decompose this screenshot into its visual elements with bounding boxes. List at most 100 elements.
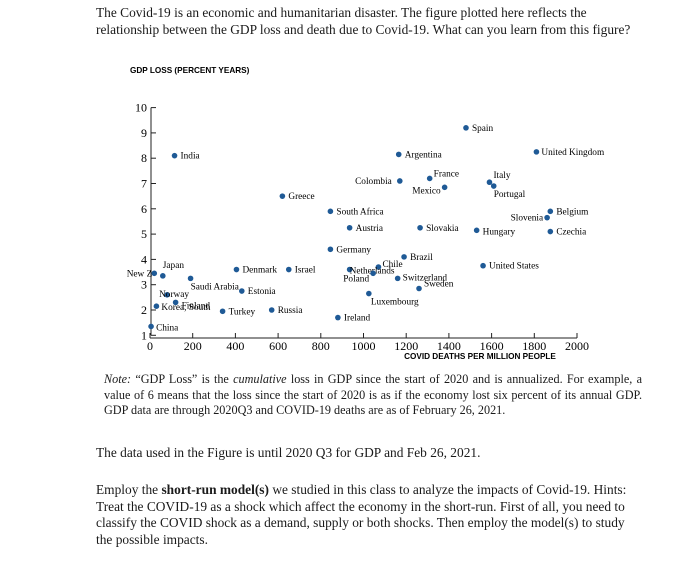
y-tick-label: 2 — [141, 303, 147, 317]
point-italy — [486, 179, 493, 186]
point-label-mexico: Mexico — [412, 186, 441, 196]
point-label-chile: Chile — [382, 260, 402, 270]
point-label-colombia: Colombia — [355, 177, 392, 187]
point-label-slovenia: Slovenia — [511, 214, 544, 224]
point-label-united-kingdom: United Kingdom — [541, 148, 605, 158]
point-label-russia: Russia — [278, 306, 303, 316]
point-label-sweden: Sweden — [424, 279, 454, 289]
x-tick-label: 200 — [184, 339, 202, 353]
point-chile — [375, 264, 382, 270]
point-poland — [370, 270, 376, 277]
point-new-zealand — [151, 270, 158, 277]
point-label-slovakia: Slovakia — [426, 224, 459, 234]
scatter-chart: GDP LOSS (PERCENT YEARS) 1 2 3 4 5 6 7 8 9 10 0 200… — [127, 66, 605, 361]
point-mexico — [441, 184, 448, 191]
point-label-saudi-arabia: Saudi Arabia — [191, 282, 239, 292]
y-tick-label: 1 — [141, 328, 147, 342]
point-label-brazil: Brazil — [410, 253, 433, 263]
point-label-south-africa: South Africa — [336, 206, 383, 217]
point-slovakia — [417, 224, 423, 231]
x-tick-label: 1000 — [352, 339, 376, 353]
point-label-norway: Norway — [159, 290, 189, 300]
y-tick-label: 8 — [141, 151, 147, 165]
x-tick-label: 1800 — [522, 339, 546, 353]
x-tick-label: 400 — [226, 339, 244, 353]
y-tick-label: 10 — [135, 101, 147, 115]
point-netherlands — [346, 266, 353, 273]
y-tick-label: 3 — [141, 278, 147, 292]
x-axis-label: COVID DEATHS PER MILLION PEOPLE — [404, 352, 556, 361]
point-austria — [346, 224, 353, 231]
note-part2: loss in GDP since the start of 2020 and … — [104, 372, 643, 417]
point-label-turkey: Turkey — [229, 307, 256, 317]
point-saudi-arabia — [187, 275, 194, 282]
instructions-text: Employ the short-run model(s) we studied… — [96, 482, 636, 548]
note-part1: “GDP Loss” is the — [135, 372, 234, 386]
x-tick-label: 800 — [312, 339, 330, 353]
point-label-germany: Germany — [336, 245, 371, 255]
point-label-korea-south: Korea, South — [161, 303, 210, 313]
point-russia — [268, 307, 275, 313]
note-label: Note: — [104, 372, 132, 386]
point-luxembourg — [366, 290, 372, 297]
point-argentina — [395, 151, 402, 158]
point-label-estonia: Estonia — [248, 287, 276, 297]
point-label-italy: Italy — [493, 171, 510, 181]
y-tick-label: 4 — [141, 252, 147, 266]
point-brazil — [401, 254, 407, 260]
point-sweden — [416, 285, 422, 292]
point-label-united-states: United States — [489, 262, 539, 272]
point-germany — [327, 246, 334, 253]
point-india — [171, 152, 178, 159]
point-label-hungary: Hungary — [483, 227, 516, 237]
x-tick-label: 1200 — [394, 339, 418, 353]
point-norway — [164, 292, 170, 298]
point-label-austria: Austria — [356, 224, 383, 234]
point-label-spain: Spain — [472, 124, 494, 134]
point-japan — [160, 273, 166, 279]
point-label-ireland: Ireland — [344, 314, 371, 324]
chart-points: Spain India Argentina United Kingdom Colombi… — [127, 124, 605, 334]
point-label-japan: Japan — [163, 261, 185, 271]
note-emphasis: cumulative — [233, 372, 287, 386]
point-finland — [172, 299, 179, 306]
point-label-argentina: Argentina — [405, 150, 442, 160]
instructions-part2: we studied in this class to analyze the … — [96, 482, 627, 547]
point-label-denmark: Denmark — [242, 266, 277, 276]
point-label-greece: Greece — [288, 192, 314, 202]
chart-axes: 1 2 3 4 5 6 7 8 9 10 0 200 400 600 800 1000 1200 1400 1600… — [135, 101, 589, 353]
instructions-part1: Employ the — [96, 482, 162, 497]
data-period-text: The data used in the Figure is until 202… — [96, 445, 481, 460]
y-axis-label: GDP LOSS (PERCENT YEARS) — [130, 66, 250, 75]
point-united-states — [480, 262, 486, 269]
point-belgium — [547, 208, 554, 215]
x-tick-label: 1400 — [437, 339, 461, 353]
point-label-india: India — [181, 152, 200, 162]
point-france — [426, 175, 433, 182]
point-label-luxembourg: Luxembourg — [371, 298, 419, 308]
x-tick-label: 1600 — [480, 339, 504, 353]
point-label-china: China — [156, 323, 178, 333]
point-label-switzerland: Switzerland — [403, 273, 448, 283]
point-china — [148, 323, 154, 330]
point-turkey — [219, 308, 226, 315]
point-label-finland: Finland — [182, 301, 211, 311]
point-label-czechia: Czechia — [556, 228, 586, 238]
point-label-new-zealand: New Z — [127, 269, 153, 279]
point-label-france: France — [434, 169, 459, 179]
point-label-israel: Israel — [295, 266, 316, 276]
point-hungary — [473, 227, 480, 234]
point-slovenia — [544, 214, 550, 221]
x-tick-label: 600 — [269, 339, 287, 353]
chart-note: Note: “GDP Loss” is the cumulative loss … — [104, 372, 642, 419]
point-united-kingdom — [533, 149, 540, 155]
point-ireland — [335, 314, 341, 321]
instructions-bold: short-run model(s) — [161, 482, 269, 497]
point-estonia — [239, 288, 245, 294]
point-south-africa — [327, 208, 334, 215]
point-israel — [285, 266, 292, 273]
point-greece — [279, 193, 286, 199]
point-label-belgium: Belgium — [556, 207, 589, 217]
x-tick-label: 2000 — [565, 339, 589, 353]
point-colombia — [396, 178, 403, 184]
